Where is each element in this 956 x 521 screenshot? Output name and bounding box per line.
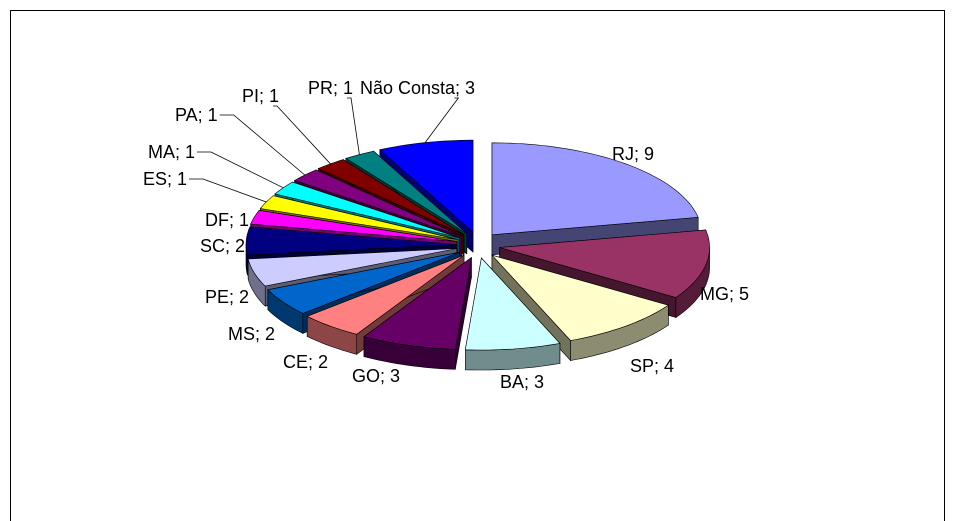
data-label: DF; 1 <box>205 210 249 230</box>
data-label: Não Consta; 3 <box>360 78 475 98</box>
slice-top <box>499 229 710 298</box>
slice-top <box>491 254 670 341</box>
leader-line <box>273 105 331 165</box>
data-label: MA; 1 <box>148 142 195 162</box>
data-label: RJ; 9 <box>612 144 654 164</box>
slice-top <box>267 251 460 314</box>
data-label: PR; 1 <box>308 78 353 98</box>
leader-line <box>424 97 460 143</box>
data-label: GO; 3 <box>352 366 400 386</box>
leader-line <box>219 114 306 176</box>
data-label: PA; 1 <box>175 105 218 125</box>
data-label: BA; 3 <box>500 372 544 392</box>
slice-top <box>247 248 457 287</box>
slice <box>363 256 472 370</box>
data-label: PE; 2 <box>205 287 249 307</box>
chart-border <box>10 10 945 521</box>
slice-top <box>464 257 561 351</box>
slice-top <box>250 210 457 242</box>
slice-top <box>363 256 472 350</box>
leader-line <box>189 178 267 203</box>
slice-top <box>245 226 457 256</box>
data-label: PI; 1 <box>242 86 279 106</box>
data-label: SC; 2 <box>200 236 245 256</box>
data-label: ES; 1 <box>143 169 187 189</box>
data-label: CE; 2 <box>283 352 328 372</box>
slice-top <box>306 254 465 335</box>
data-label: SP; 4 <box>630 356 674 376</box>
data-label: MS; 2 <box>228 324 275 344</box>
leader-line <box>197 151 284 189</box>
slice-top <box>491 142 699 236</box>
data-label: MG; 5 <box>700 284 749 304</box>
slice <box>464 257 561 371</box>
leader-line <box>347 97 360 155</box>
